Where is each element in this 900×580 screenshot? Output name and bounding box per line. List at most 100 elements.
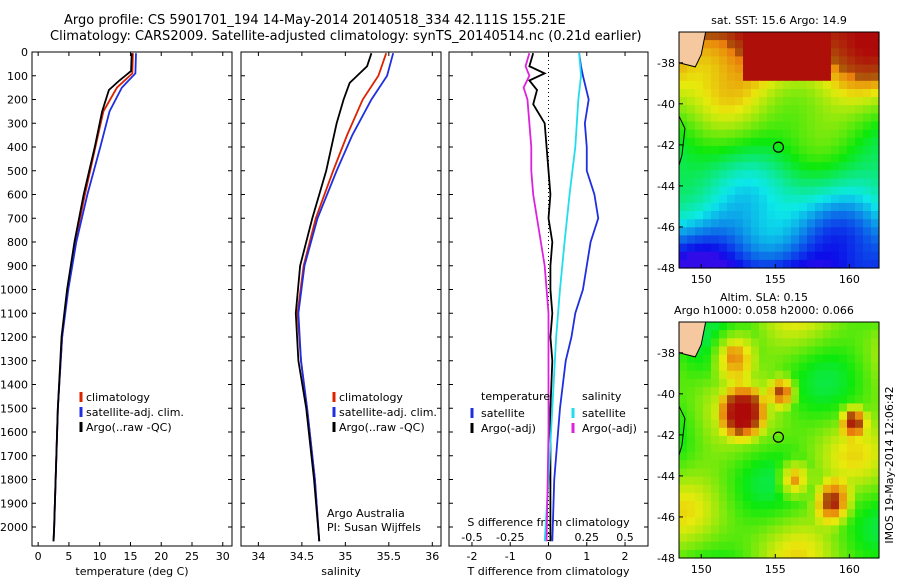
map-cell [759,476,768,486]
map-cell [871,549,880,559]
map-cell [783,72,792,82]
map-cell [871,48,880,57]
map-cell [863,435,872,445]
map-cell [703,476,712,486]
map-cell [695,549,704,559]
map-cell [679,113,688,123]
map-cell [847,129,856,139]
map-cell [751,97,760,106]
map-cell [815,121,824,131]
map-cell [703,501,712,510]
map-cell [759,202,768,212]
map-cell [831,202,840,212]
map-cell [799,435,808,445]
map-cell [767,170,776,179]
map-cell [815,525,824,535]
map-cell [703,145,712,155]
map-cell [679,243,688,253]
map-cell [679,370,688,380]
map-cell [679,403,688,413]
map-cell [807,227,816,236]
map-cell [751,89,760,98]
map-cell [719,259,728,269]
map-cell [775,460,784,469]
map-cell [815,48,824,57]
map-cell [711,211,720,220]
map-cell [679,194,688,204]
map-cell [775,105,784,114]
map-cell [871,435,880,445]
map-cell [783,40,792,49]
map-cell [687,194,696,204]
map-cell [751,40,760,49]
figure-title-line2: Climatology: CARS2009. Satellite-adjuste… [50,29,642,44]
map-cell [775,476,784,486]
map-cell [743,129,752,139]
map-cell [679,549,688,559]
map-cell [695,89,704,98]
map-cell [735,227,744,236]
map-cell [807,387,816,396]
map-cell [719,145,728,155]
map-cell [847,501,856,510]
map-cell [815,549,824,559]
map-cell [711,541,720,551]
salinity-xtick-label: 35.5 [377,550,402,563]
map-cell [871,379,880,388]
map-cell [799,105,808,114]
map-cell [847,40,856,49]
map-cell [863,48,872,57]
map-cell [855,105,864,114]
map-cell [863,549,872,559]
map-cell [775,56,784,66]
map-cell [703,48,712,57]
depth-tick-label: 1300 [0,355,28,368]
map-cell [719,517,728,526]
map-cell [743,387,752,396]
map-cell [799,419,808,429]
map-cell [807,435,816,445]
map-cell [743,379,752,388]
map-cell [759,541,768,551]
map-cell [719,56,728,66]
map-cell [863,362,872,372]
map-cell [775,194,784,204]
map-cell [687,476,696,486]
map-cell [871,243,880,253]
map-cell [767,484,776,494]
map-cell [751,32,760,41]
map-cell [847,435,856,445]
map-cell [823,137,832,147]
map-cell [831,105,840,114]
map-cell [695,251,704,261]
map-cell [863,72,872,82]
map-cell [791,48,800,57]
map-cell [791,211,800,220]
map-cell [719,105,728,114]
map-cell [823,170,832,179]
map-cell [711,56,720,66]
map-cell [695,395,704,404]
map-cell [807,476,816,486]
map-cell [703,137,712,147]
map-cell [711,202,720,212]
map-cell [751,48,760,57]
map-cell [783,137,792,147]
map-cell [711,80,720,90]
depth-tick-label: 800 [7,236,28,249]
map-cell [751,121,760,131]
map-cell [775,40,784,49]
map-cell [783,105,792,114]
map-cell [775,235,784,245]
map-cell [807,379,816,388]
map-cell [807,97,816,106]
map-cell [799,56,808,66]
map-cell [767,354,776,364]
map-cell [735,444,744,453]
map-cell [783,370,792,380]
map-cell [735,211,744,220]
map-cell [863,346,872,356]
map-cell [823,525,832,535]
map-cell [791,259,800,269]
map-cell [847,259,856,269]
